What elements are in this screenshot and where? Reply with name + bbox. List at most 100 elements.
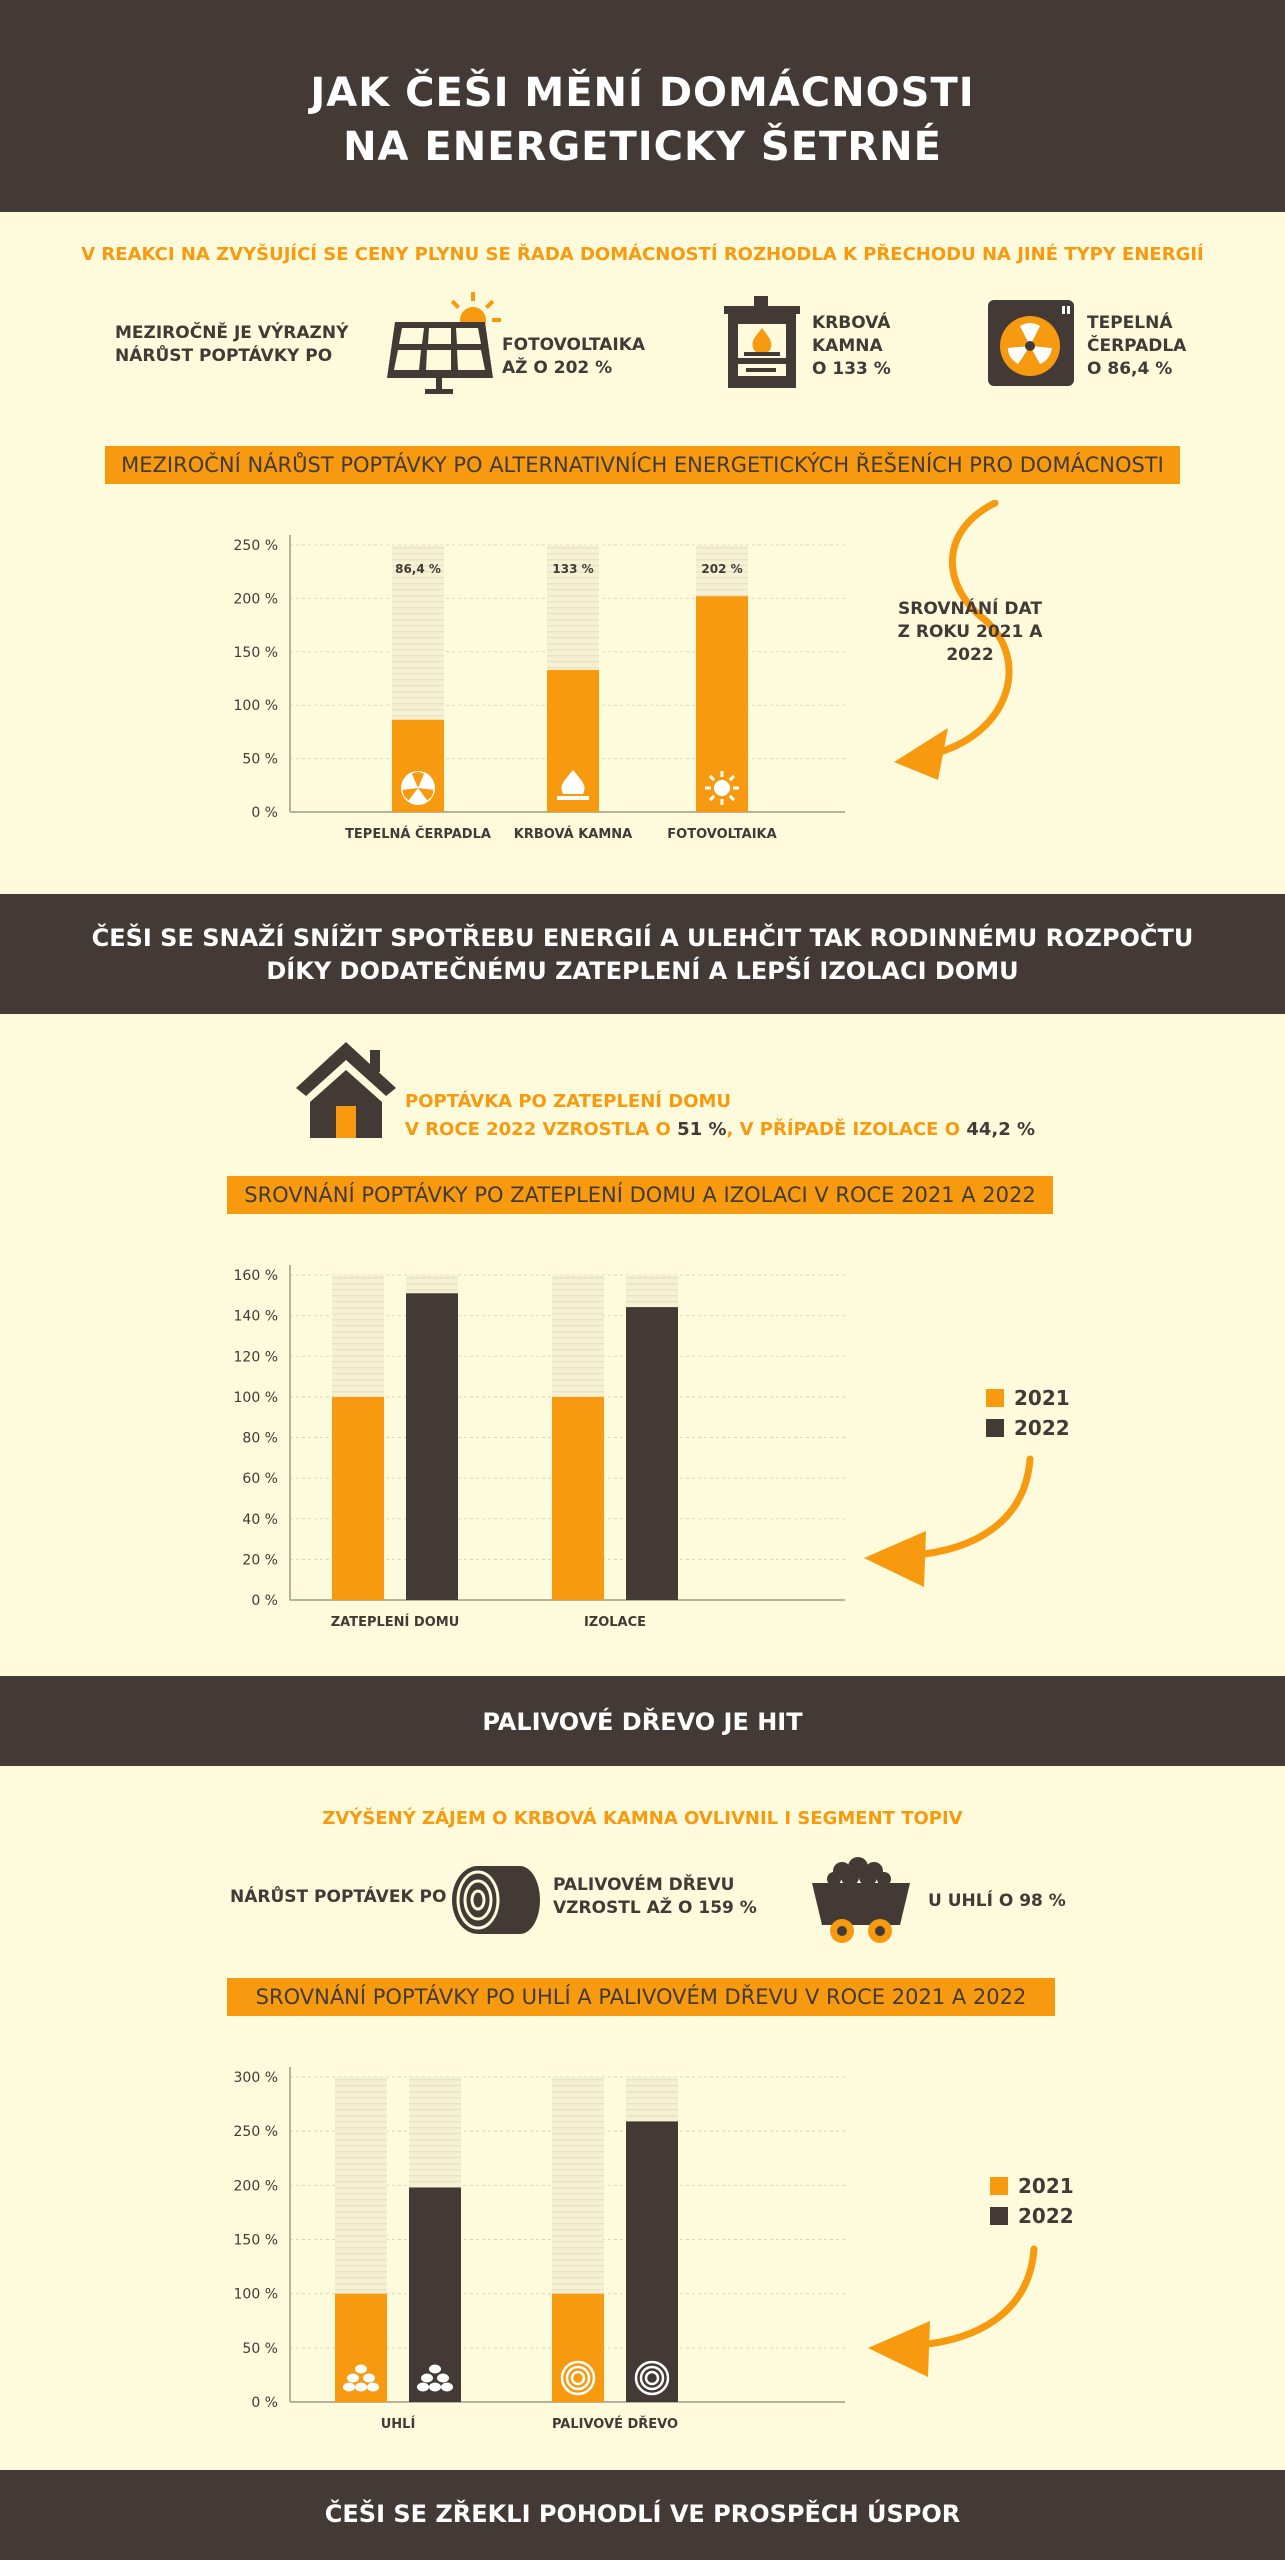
section3-lead: NÁRŮST POPTÁVEK PO (230, 1887, 447, 1907)
y-tick-label: 60 % (242, 1471, 278, 1487)
wood-log-icon (452, 1866, 540, 1934)
x-tick-label: FOTOVOLTAIKA (667, 827, 776, 842)
bar (696, 596, 748, 812)
chart2-legend-2022: 2022 (986, 1416, 1070, 1440)
page-title-line1: JAK ČEŠI MĚNÍ DOMÁCNOSTI (310, 70, 975, 116)
x-tick-label: TEPELNÁ ČERPADLA (345, 826, 491, 842)
chart1-note: SROVNÁNÍ DAT Z ROKU 2021 A 2022 (880, 598, 1060, 667)
section3-intro: ZVÝŠENÝ ZÁJEM O KRBOVÁ KAMNA OVLIVNIL I … (322, 1808, 963, 1829)
section2-stat: POPTÁVKA PO ZATEPLENÍ DOMU V ROCE 2022 V… (405, 1088, 1035, 1144)
section3-band-text: PALIVOVÉ DŘEVO JE HIT (482, 1708, 803, 1736)
y-tick-label: 250 % (234, 2124, 278, 2140)
stat-pump-line1: TEPELNÁ (1087, 313, 1173, 333)
y-tick-label: 140 % (234, 1309, 278, 1325)
house-icon (296, 1042, 396, 1138)
section2-band-line1: ČEŠI SE SNAŽÍ SNÍŽIT SPOTŘEBU ENERGIÍ A … (91, 924, 1194, 952)
stat-value-insulation: 44,2 % (966, 1119, 1036, 1140)
chart-coal-wood: 0 % 50 % 100 % 150 % 200 % 250 % 300 % UHLÍ PALI… (234, 2067, 845, 2432)
y-tick-label: 100 % (234, 1390, 278, 1406)
stat-value-insulation-house: 51 % (677, 1119, 727, 1140)
y-tick-label: 250 % (234, 538, 278, 554)
y-tick-label: 50 % (242, 2341, 278, 2357)
arrow-decoration-2 (864, 1455, 1034, 1587)
chart3-legend-2021: 2021 (990, 2174, 1074, 2198)
y-tick-label: 100 % (234, 2287, 278, 2303)
stat-pump-line3: O 86,4 % (1087, 359, 1173, 379)
chart3-title-bar: SROVNÁNÍ POPTÁVKY PO UHLÍ A PALIVOVÉM DŘ… (227, 1978, 1055, 2016)
section2-band-line2: DÍKY DODATEČNÉMU ZATEPLENÍ A LEPŠÍ IZOLA… (266, 957, 1019, 985)
data-label: 133 % (552, 562, 593, 576)
bar (406, 1293, 458, 1600)
stat-text-c: , V PŘÍPADĚ IZOLACE O (726, 1119, 967, 1140)
flame-icon (557, 770, 589, 800)
stat-stove-line3: O 133 % (812, 359, 891, 379)
y-tick-label: 150 % (234, 645, 278, 661)
x-tick-label: IZOLACE (584, 1615, 646, 1630)
heat-pump-icon (988, 300, 1074, 386)
section1-intro: V REAKCI NA ZVYŠUJÍCÍ SE CENY PLYNU SE Ř… (81, 244, 1204, 265)
section2-band: ČEŠI SE SNAŽÍ SNÍŽIT SPOTŘEBU ENERGIÍ A … (0, 894, 1285, 1014)
bar (626, 2121, 678, 2402)
y-tick-label: 120 % (234, 1349, 278, 1365)
stat-pump-line2: ČERPADLA (1087, 336, 1187, 356)
lead-line1: MEZIROČNĚ JE VÝRAZNÝ (115, 323, 349, 343)
stat-wood: PALIVOVÉM DŘEVU VZROSTL AŽ O 159 % (553, 1874, 757, 1920)
lead-text: MEZIROČNĚ JE VÝRAZNÝ NÁRŮST POPTÁVKY PO (115, 322, 348, 368)
stat-wood-line2: VZROSTL AŽ O 159 % (553, 1898, 757, 1918)
y-tick-label: 0 % (251, 1593, 278, 1609)
y-tick-label: 200 % (234, 2178, 278, 2194)
bar (552, 2293, 604, 2402)
footer-band: ČEŠI SE ZŘEKLI POHODLÍ VE PROSPĚCH ÚSPOR (0, 2470, 1285, 2560)
stove-icon (724, 296, 800, 388)
arrow-decoration-3 (868, 2245, 1038, 2377)
x-tick-label: UHLÍ (381, 2416, 416, 2432)
y-tick-label: 0 % (251, 2395, 278, 2411)
y-tick-label: 200 % (234, 591, 278, 607)
data-label: 86,4 % (395, 562, 441, 576)
header-band: JAK ČEŠI MĚNÍ DOMÁCNOSTI NA ENERGETICKY … (0, 0, 1285, 212)
stat-pump: TEPELNÁ ČERPADLA O 86,4 % (1087, 312, 1186, 381)
footer-text: ČEŠI SE ZŘEKLI POHODLÍ VE PROSPĚCH ÚSPOR (324, 2500, 961, 2528)
section2-stat-line1: POPTÁVKA PO ZATEPLENÍ DOMU (405, 1091, 732, 1112)
y-tick-label: 300 % (234, 2070, 278, 2086)
arrow-decoration-1 (894, 500, 1013, 780)
chart1-title-bar: MEZIROČNÍ NÁRŮST POPTÁVKY PO ALTERNATIVN… (105, 446, 1180, 484)
stat-stove-line2: KAMNA (812, 336, 883, 356)
wood-log-icon (560, 2360, 596, 2396)
section2-stat-line2: V ROCE 2022 VZROSTLA O 51 %, V PŘÍPADĚ I… (405, 1116, 1035, 1144)
x-tick-label: PALIVOVÉ DŘEVO (552, 2416, 678, 2432)
y-tick-label: 100 % (234, 698, 278, 714)
coal-cart-icon (812, 1857, 910, 1943)
y-tick-label: 40 % (242, 1512, 278, 1528)
page-title-line2: NA ENERGETICKY ŠETRNÉ (343, 124, 942, 170)
legend-label: 2021 (1014, 1386, 1070, 1410)
stat-solar-line2: AŽ O 202 % (502, 358, 613, 378)
stat-stove-line1: KRBOVÁ (812, 313, 891, 333)
stat-solar: FOTOVOLTAIKA AŽ O 202 % (502, 334, 645, 380)
chart-alternative-energy: 0 % 50 % 100 % 150 % 200 % 250 % 86,4 % TEPELNÁ… (234, 535, 845, 842)
chart-insulation: 0 % 20 % 40 % 60 % 80 % 100 % 120 % 140 % 160 % Z… (234, 1265, 845, 1630)
coal-icon (343, 2364, 379, 2392)
y-tick-label: 160 % (234, 1268, 278, 1284)
chart1-note-line2: Z ROKU 2021 A 2022 (897, 622, 1043, 665)
y-tick-label: 20 % (242, 1552, 278, 1568)
bar (332, 1396, 384, 1600)
x-tick-label: ZATEPLENÍ DOMU (331, 1614, 460, 1630)
bar (552, 1396, 604, 1600)
y-tick-label: 80 % (242, 1431, 278, 1447)
legend-label: 2022 (1014, 1416, 1070, 1440)
y-tick-label: 150 % (234, 2233, 278, 2249)
chart2-title-bar: SROVNÁNÍ POPTÁVKY PO ZATEPLENÍ DOMU A IZ… (227, 1176, 1053, 1214)
legend-label: 2022 (1018, 2204, 1074, 2228)
data-label: 202 % (701, 562, 742, 576)
stat-text-a: V ROCE 2022 VZROSTLA O (405, 1119, 678, 1140)
chart2-legend-2021: 2021 (986, 1386, 1070, 1410)
stat-stove: KRBOVÁ KAMNA O 133 % (812, 312, 891, 381)
x-tick-label: KRBOVÁ KAMNA (514, 826, 632, 842)
chart1-note-line1: SROVNÁNÍ DAT (898, 599, 1042, 619)
y-tick-label: 0 % (251, 805, 278, 821)
sun-icon (705, 771, 739, 805)
coal-icon (417, 2364, 453, 2392)
bar (626, 1307, 678, 1600)
stat-solar-line1: FOTOVOLTAIKA (502, 335, 646, 355)
